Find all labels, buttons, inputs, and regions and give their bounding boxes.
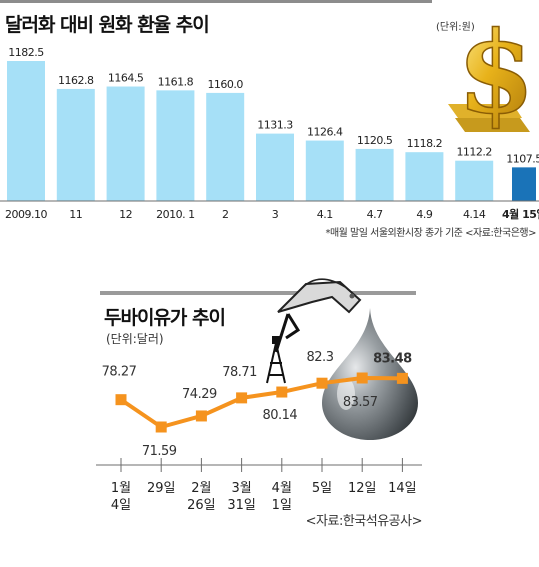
oil-drop-icon [322,308,418,440]
exchange-value-label: 1182.5 [8,46,44,59]
exchange-bar [405,152,444,201]
exchange-category-label: 3 [272,208,279,221]
oil-category-label: 26일 [187,498,216,513]
exchange-category-label: 12 [119,208,132,221]
exchange-bar [512,167,536,201]
oil-value-label: 71.59 [142,444,177,459]
exchange-value-label: 1126.4 [307,126,343,139]
exchange-category-label: 4월 15일 [502,207,539,221]
oil-category-label: 2월 [191,481,211,496]
oil-marker [155,421,167,433]
exchange-bar [455,160,494,201]
oil-category-label: 1월 [111,481,131,496]
exchange-value-label: 1161.8 [158,75,194,88]
exchange-bar [7,61,45,201]
exchange-value-label: 1162.8 [58,74,94,87]
exchange-category-label: 11 [69,208,82,221]
oil-rig-icon [266,278,362,384]
oil-markers [115,372,408,433]
oil-source-note: <자료:한국석유공사> [306,514,422,529]
exchange-value-label: 1112.2 [456,146,492,159]
exchange-category-label: 4.7 [367,208,383,221]
exchange-category-label: 2 [222,208,229,221]
exchange-category-labels: 2009.10 11 12 2010. 1 2 3 4.1 4.7 4.9 4.14 4월 15일 [5,207,539,221]
oil-category-label: 12일 [348,481,377,496]
oil-marker [356,372,368,384]
exchange-value-label: 1107.5 [506,152,539,165]
exchange-bar [106,86,145,201]
exchange-bar [256,133,294,201]
exchange-value-label: 1120.5 [357,134,393,147]
oil-value-label: 78.27 [102,365,137,380]
exchange-value-labels: 1182.5 1162.8 1164.5 1161.8 1160.0 1131.3 1126… [8,46,539,165]
oil-category-label: 4일 [111,498,131,513]
exchange-value-label: 1131.3 [257,119,293,132]
exchange-bars [7,61,536,201]
oil-marker [195,410,207,422]
oil-marker [276,386,288,398]
oil-value-label: 78.71 [222,365,257,380]
svg-text:$: $ [457,8,535,139]
oil-value-label: 82.3 [307,350,334,365]
oil-divider [100,291,416,295]
oil-value-label: 83.57 [343,395,378,410]
oil-price-line [119,376,403,429]
oil-category-label: 29일 [147,481,176,496]
oil-unit-label: (단위:달러) [106,332,164,346]
exchange-category-label: 4.1 [317,208,333,221]
oil-marker [115,394,127,406]
exchange-value-label: 1164.5 [108,72,144,85]
exchange-source-note: *매월 말일 서울외환시장 종가 기준 <자료:한국은행> [325,227,536,239]
oil-value-label: 83.48 [373,351,412,366]
exchange-bar [56,88,95,201]
oil-category-labels: 1월 4일 29일 2월 26일 3월 31일 4월 1일 5일 12일 14일 [111,481,417,513]
oil-category-label: 5일 [312,481,332,496]
oil-category-label: 31일 [227,498,256,513]
exchange-unit-label: (단위:원) [436,22,475,33]
oil-marker [316,377,328,389]
exchange-bar [206,92,245,201]
oil-value-label: 80.14 [262,408,297,423]
exchange-category-label: 2009.10 [5,208,47,221]
top-divider [0,0,432,3]
oil-category-label: 4월 [272,481,292,496]
oil-value-label: 74.29 [182,387,217,402]
exchange-value-label: 1118.2 [407,137,443,150]
exchange-chart-title: 달러화 대비 원화 환율 추이 [5,14,210,36]
oil-marker [396,372,408,384]
oil-category-label: 14일 [388,481,417,496]
exchange-bar [156,90,195,201]
dollar-sign-icon: $ [448,7,536,140]
oil-value-labels: 78.27 71.59 74.29 78.71 80.14 82.3 83.57 83.48 [102,350,413,459]
exchange-bar [305,140,344,201]
oil-category-label: 3월 [231,481,251,496]
exchange-bar [355,148,394,201]
oil-chart-title: 두바이유가 추이 [104,307,226,329]
oil-category-label: 1일 [272,498,292,513]
exchange-category-label: 4.9 [416,208,432,221]
oil-marker [236,392,248,404]
exchange-category-label: 4.14 [463,208,486,221]
exchange-category-label: 2010. 1 [156,208,195,221]
exchange-value-label: 1160.0 [207,78,243,91]
